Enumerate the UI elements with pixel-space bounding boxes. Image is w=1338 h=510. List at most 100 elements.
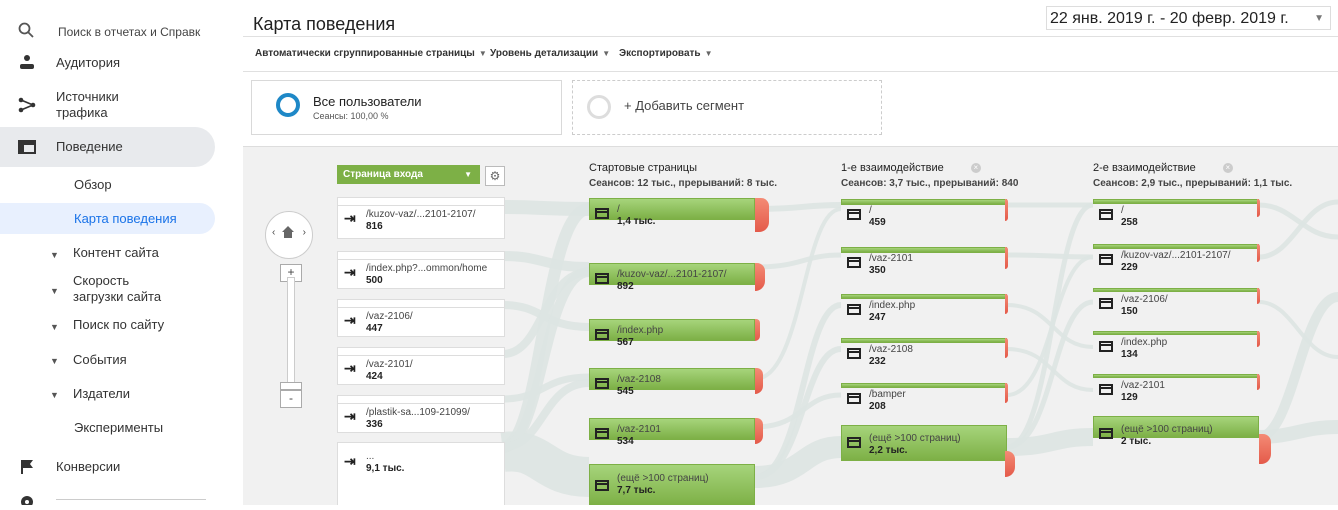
flow-node[interactable]: / 459 bbox=[841, 199, 1008, 228]
search-icon bbox=[18, 22, 34, 43]
flow-node[interactable]: /vaz-2101 534 bbox=[589, 418, 763, 447]
behavior-flow-canvas[interactable]: ‹ › + - Страница входа ▼ ⚙ ⇥ /kuzov-vaz/… bbox=[243, 146, 1338, 505]
gear-icon[interactable]: ⚙ bbox=[485, 166, 505, 186]
grouping-menu[interactable]: Автоматически сгруппированные страницы ▼ bbox=[255, 48, 487, 59]
node-value: 150 bbox=[1121, 306, 1138, 317]
nav-behavior-flow[interactable]: Карта поведения bbox=[74, 211, 177, 226]
zoom-out-button[interactable]: - bbox=[280, 390, 302, 408]
flow-connections bbox=[500, 199, 1338, 497]
entry-value: 447 bbox=[366, 323, 383, 334]
expand-caret-icon[interactable]: ▼ bbox=[50, 390, 59, 400]
expand-caret-icon[interactable]: ▼ bbox=[50, 250, 59, 260]
entry-dimension-select[interactable]: Страница входа ▼ bbox=[337, 165, 480, 184]
flow-node[interactable]: (ещё >100 страниц) 2,2 тыс. bbox=[841, 425, 1015, 477]
nav-conversions[interactable]: Конверсии bbox=[0, 459, 243, 477]
toolbar: Автоматически сгруппированные страницы ▼ … bbox=[243, 36, 1338, 72]
export-menu[interactable]: Экспортировать ▼ bbox=[619, 48, 712, 59]
flag-icon bbox=[18, 459, 36, 478]
page-title: Карта поведения bbox=[253, 14, 396, 34]
nav-publishers[interactable]: Издатели bbox=[73, 386, 131, 401]
entry-node[interactable]: ⇥ /plastik-sa...109-21099/ 336 bbox=[337, 395, 505, 433]
nav-site-content[interactable]: Контент сайта bbox=[73, 245, 159, 260]
entry-name: /plastik-sa...109-21099/ bbox=[366, 407, 470, 418]
zoom-slider-track[interactable] bbox=[287, 277, 295, 399]
sidebar-scrollbar[interactable] bbox=[56, 499, 206, 500]
flow-node[interactable]: /vaz-2106/ 150 bbox=[1093, 288, 1260, 317]
add-segment-button[interactable]: + Добавить сегмент bbox=[572, 80, 882, 135]
flow-node[interactable]: / 258 bbox=[1093, 199, 1260, 228]
flow-node[interactable]: /vaz-2101 350 bbox=[841, 247, 1008, 276]
node-bar bbox=[589, 464, 755, 505]
pan-right-icon[interactable]: › bbox=[302, 227, 306, 238]
entry-node[interactable]: ⇥ /kuzov-vaz/...2101-2107/ 816 bbox=[337, 197, 505, 239]
entry-value: 9,1 тыс. bbox=[366, 463, 405, 474]
date-range-picker[interactable]: 22 янв. 2019 г. - 20 февр. 2019 г. ▼ bbox=[1046, 6, 1331, 30]
flow-node[interactable]: /vaz-2101 129 bbox=[1093, 374, 1260, 403]
nav-site-speed[interactable]: Скорость загрузки сайта bbox=[73, 273, 162, 304]
caret-down-icon: ▼ bbox=[704, 49, 713, 58]
segment-all-users[interactable]: Все пользователи Сеансы: 100,00 % bbox=[251, 80, 562, 135]
flow-node[interactable]: /bamper 208 bbox=[841, 383, 1008, 412]
node-name: /vaz-2108 bbox=[869, 344, 913, 355]
pan-control[interactable]: ‹ › bbox=[265, 211, 313, 259]
entry-bar bbox=[338, 348, 504, 356]
pan-left-icon[interactable]: ‹ bbox=[272, 227, 276, 238]
flow-node[interactable]: /index.php 134 bbox=[1093, 331, 1260, 360]
caret-down-icon: ▼ bbox=[602, 49, 611, 58]
node-bar bbox=[841, 199, 1007, 205]
nav-traffic-sources[interactable]: Источники трафика bbox=[0, 89, 243, 123]
nav-behavior-flow-highlight bbox=[0, 203, 215, 234]
home-icon[interactable] bbox=[280, 224, 296, 245]
behavior-icon bbox=[18, 139, 36, 158]
expand-caret-icon[interactable]: ▼ bbox=[50, 356, 59, 366]
entry-node[interactable]: ⇥ /index.php?...ommon/home 500 bbox=[337, 251, 505, 289]
node-name: /vaz-2106/ bbox=[1121, 294, 1168, 305]
entry-node[interactable]: ⇥ ... 9,1 тыс. bbox=[337, 442, 505, 505]
node-name: / bbox=[1121, 205, 1124, 216]
node-name: /kuzov-vaz/...2101-2107/ bbox=[1121, 250, 1231, 261]
gear-icon[interactable] bbox=[18, 492, 36, 510]
nav-site-search[interactable]: Поиск по сайту bbox=[73, 317, 165, 332]
nav-experiments[interactable]: Эксперименты bbox=[74, 420, 164, 435]
node-value: 2,2 тыс. bbox=[869, 445, 908, 456]
node-bar bbox=[1093, 374, 1259, 378]
dropoff-bar bbox=[1257, 331, 1260, 347]
page-icon bbox=[1099, 428, 1113, 439]
flow-node[interactable]: /kuzov-vaz/...2101-2107/ 229 bbox=[1093, 244, 1260, 273]
expand-caret-icon[interactable]: ▼ bbox=[50, 322, 59, 332]
node-bar bbox=[841, 294, 1007, 299]
close-icon[interactable]: × bbox=[970, 163, 981, 174]
page-icon bbox=[847, 348, 861, 359]
nav-overview[interactable]: Обзор bbox=[74, 177, 112, 192]
node-name: (ещё >100 страниц) bbox=[869, 433, 961, 444]
entry-name: /index.php?...ommon/home bbox=[366, 263, 488, 274]
entry-arrow-icon: ⇥ bbox=[344, 360, 356, 376]
page-icon bbox=[595, 378, 609, 389]
flow-node[interactable]: /index.php 567 bbox=[589, 319, 760, 348]
expand-caret-icon[interactable]: ▼ bbox=[50, 286, 59, 296]
column-header: 1-е взаимодействие × bbox=[841, 162, 981, 174]
search-input[interactable]: Поиск в отчетах и Справк bbox=[58, 25, 201, 39]
node-name: /bamper bbox=[869, 389, 906, 400]
flow-node[interactable]: /kuzov-vaz/...2101-2107/ 892 bbox=[589, 263, 765, 292]
entry-node[interactable]: ⇥ /vaz-2106/ 447 bbox=[337, 299, 505, 337]
flow-node[interactable]: /vaz-2108 545 bbox=[589, 368, 763, 397]
close-icon[interactable]: × bbox=[1222, 163, 1233, 174]
node-value: 350 bbox=[869, 265, 886, 276]
node-name: /vaz-2101 bbox=[869, 253, 913, 264]
entry-node[interactable]: ⇥ /vaz-2101/ 424 bbox=[337, 347, 505, 385]
nav-events[interactable]: События bbox=[73, 352, 127, 367]
flow-node[interactable]: /index.php 247 bbox=[841, 294, 1008, 323]
detail-level-menu[interactable]: Уровень детализации ▼ bbox=[490, 48, 610, 59]
nav-audience[interactable]: Аудитория bbox=[0, 55, 243, 73]
flow-node[interactable]: (ещё >100 страниц) 7,7 тыс. bbox=[589, 464, 755, 505]
search-box[interactable]: Поиск в отчетах и Справк bbox=[0, 0, 243, 56]
flow-node[interactable]: /vaz-2108 232 bbox=[841, 338, 1008, 367]
page-icon bbox=[1099, 341, 1113, 352]
dropoff-bar bbox=[1005, 451, 1015, 477]
flow-node[interactable]: / 1,4 тыс. bbox=[589, 198, 769, 232]
nav-behavior[interactable]: Поведение bbox=[0, 139, 243, 157]
zoom-slider-thumb[interactable] bbox=[280, 382, 302, 390]
grouping-menu-label: Автоматически сгруппированные страницы bbox=[255, 48, 475, 59]
flow-node[interactable]: (ещё >100 страниц) 2 тыс. bbox=[1093, 416, 1271, 464]
